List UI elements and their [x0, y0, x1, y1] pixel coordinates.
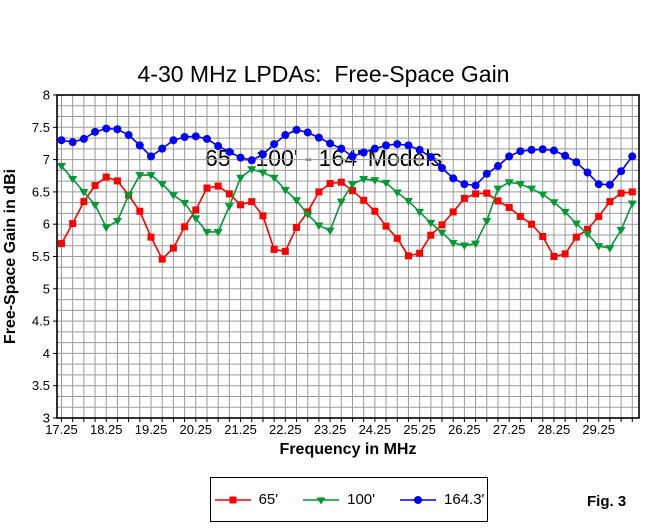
- chart-title-line1: 4-30 MHz LPDAs: Free-Space Gain: [137, 61, 510, 87]
- svg-text:29.25: 29.25: [582, 422, 615, 437]
- svg-text:6: 6: [43, 217, 50, 232]
- svg-text:18.25: 18.25: [90, 422, 123, 437]
- series-line: [60, 176, 633, 261]
- series-line: [61, 127, 633, 187]
- legend-marker-65ft-icon: [214, 496, 251, 503]
- svg-text:20.25: 20.25: [180, 422, 213, 437]
- svg-text:25.25: 25.25: [403, 422, 436, 437]
- legend-item-65ft: 65': [214, 491, 279, 508]
- legend-item-100ft: 100': [302, 491, 375, 508]
- svg-text:3: 3: [43, 411, 50, 426]
- svg-text:23.25: 23.25: [314, 422, 347, 437]
- svg-text:4.5: 4.5: [32, 314, 50, 329]
- series-1643ft: [57, 124, 637, 190]
- series-line: [60, 165, 634, 249]
- svg-text:22.25: 22.25: [269, 422, 302, 437]
- legend-item-164ft: 164.3': [399, 491, 484, 508]
- svg-text:6.5: 6.5: [32, 184, 50, 199]
- plot-frame: [56, 94, 640, 419]
- legend-label-100ft: 100': [347, 491, 376, 508]
- svg-text:4: 4: [43, 346, 50, 361]
- svg-text:8: 8: [43, 88, 50, 103]
- x-tick-labels: 17.25 18.25 19.25 20.25 21.25 22.25 23.25 24.25…: [45, 422, 615, 437]
- svg-text:5.5: 5.5: [32, 249, 50, 264]
- svg-text:3.5: 3.5: [32, 378, 50, 393]
- y-tick-labels: 8 7.5 7 6.5 6 5.5 5 4.5 4 3.5 3: [32, 88, 50, 426]
- legend-label-164ft: 164.3': [444, 491, 485, 508]
- svg-text:28.25: 28.25: [538, 422, 571, 437]
- legend-label-65ft: 65': [258, 491, 279, 508]
- svg-text:19.25: 19.25: [135, 422, 168, 437]
- figure-number-label: Fig. 3: [587, 493, 627, 510]
- svg-text:24.25: 24.25: [359, 422, 392, 437]
- svg-text:7.5: 7.5: [32, 120, 50, 135]
- svg-text:26.25: 26.25: [448, 422, 481, 437]
- y-axis-title: Free-Space Gain in dBi: [2, 169, 19, 344]
- svg-text:7: 7: [43, 152, 50, 167]
- series-100ft: [56, 163, 637, 253]
- legend-marker-100ft-icon: [303, 497, 340, 504]
- legend: 65' 100' 164.3': [210, 477, 488, 522]
- svg-text:5: 5: [43, 281, 50, 296]
- svg-text:27.25: 27.25: [493, 422, 526, 437]
- svg-text:21.25: 21.25: [224, 422, 257, 437]
- svg-text:17.25: 17.25: [45, 422, 78, 437]
- legend-marker-164ft-icon: [400, 495, 437, 504]
- gain-vs-frequency-plot: 8 7.5 7 6.5 6 5.5 5 4.5 4 3.5 317.25 18.25 19.25 20.2…: [2, 88, 640, 458]
- x-axis-title: Frequency in MHz: [280, 441, 417, 458]
- series-65ft: [57, 173, 636, 263]
